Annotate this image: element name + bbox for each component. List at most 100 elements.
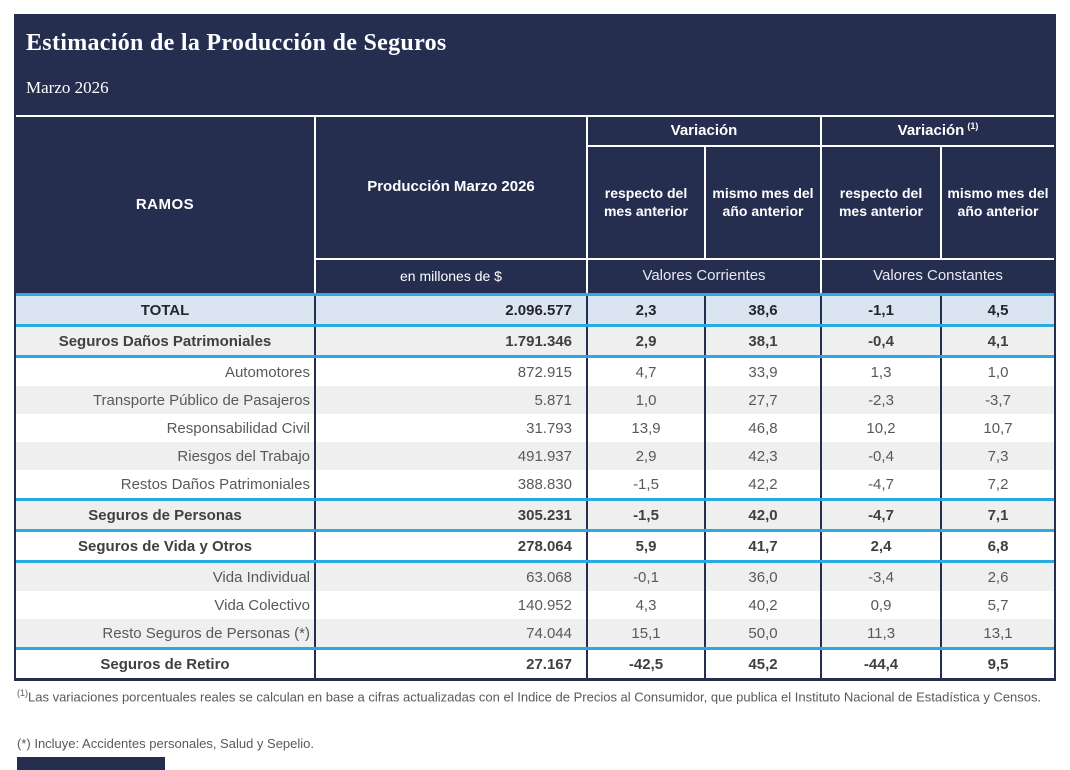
var-constante-anio: 9,5: [940, 650, 1054, 678]
produccion-value: 305.231: [314, 501, 586, 529]
unit-header: en millones de $: [314, 258, 586, 293]
var-corriente-anio: 50,0: [704, 619, 820, 647]
var-constante-mes: -2,3: [820, 386, 940, 414]
subheader-corrientes-mismo-mes: mismo mes del año anterior: [704, 145, 820, 258]
var-corriente-mes: 13,9: [586, 414, 704, 442]
insurance-production-table: Estimación de la Producción de Seguros M…: [14, 14, 1056, 681]
footnote-asterisk: (*) Incluye: Accidentes personales, Salu…: [17, 736, 315, 751]
table-body: TOTAL 2.096.577 2,3 38,6 -1,1 4,5 Seguro…: [16, 296, 1054, 678]
table-row-seguros-de-personas: Seguros de Personas 305.231 -1,5 42,0 -4…: [16, 501, 1054, 532]
page-subtitle: Marzo 2026: [26, 78, 109, 97]
row-label: TOTAL: [140, 301, 190, 319]
table-row-restos-danos-patrimoniales: Restos Daños Patrimoniales 388.830 -1,5 …: [16, 470, 1054, 501]
var-corriente-anio: 38,6: [704, 296, 820, 324]
group-header-variacion-constantes-label: Variación: [897, 121, 965, 139]
row-label: Transporte Público de Pasajeros: [92, 391, 310, 409]
table-row-seguros-danos-patrimoniales: Seguros Daños Patrimoniales 1.791.346 2,…: [16, 327, 1054, 358]
footer-bar: [17, 757, 165, 770]
table-row-total: TOTAL 2.096.577 2,3 38,6 -1,1 4,5: [16, 296, 1054, 327]
row-label: Automotores: [224, 363, 310, 381]
column-header-produccion: Producción Marzo 2026: [314, 117, 586, 258]
var-constante-mes: -1,1: [820, 296, 940, 324]
var-constante-anio: 5,7: [940, 591, 1054, 619]
var-corriente-mes: 1,0: [586, 386, 704, 414]
table-row-seguros-de-vida-y-otros: Seguros de Vida y Otros 278.064 5,9 41,7…: [16, 532, 1054, 563]
var-corriente-anio: 27,7: [704, 386, 820, 414]
produccion-value: 388.830: [314, 470, 586, 498]
produccion-value: 2.096.577: [314, 296, 586, 324]
var-corriente-anio: 33,9: [704, 358, 820, 386]
var-corriente-anio: 42,0: [704, 501, 820, 529]
table-row-transporte-publico: Transporte Público de Pasajeros 5.871 1,…: [16, 386, 1054, 414]
var-constante-anio: 2,6: [940, 563, 1054, 591]
footnote-ref-1: (1): [967, 121, 979, 132]
var-corriente-mes: 5,9: [586, 532, 704, 560]
var-constante-anio: 4,1: [940, 327, 1054, 355]
var-corriente-mes: -0,1: [586, 563, 704, 591]
var-corriente-anio: 41,7: [704, 532, 820, 560]
produccion-value: 140.952: [314, 591, 586, 619]
var-corriente-mes: -42,5: [586, 650, 704, 678]
produccion-value: 491.937: [314, 442, 586, 470]
table-row-vida-individual: Vida Individual 63.068 -0,1 36,0 -3,4 2,…: [16, 563, 1054, 591]
var-constante-mes: 2,4: [820, 532, 940, 560]
var-corriente-mes: 2,3: [586, 296, 704, 324]
page-title: Estimación de la Producción de Seguros: [26, 30, 447, 56]
var-corriente-mes: 2,9: [586, 327, 704, 355]
valores-constantes-header: Valores Constantes: [820, 258, 1054, 293]
var-constante-mes: 11,3: [820, 619, 940, 647]
var-constante-anio: 4,5: [940, 296, 1054, 324]
var-constante-anio: 10,7: [940, 414, 1054, 442]
var-corriente-mes: 15,1: [586, 619, 704, 647]
row-label: Responsabilidad Civil: [166, 419, 310, 437]
var-corriente-anio: 46,8: [704, 414, 820, 442]
var-corriente-mes: 4,7: [586, 358, 704, 386]
produccion-value: 27.167: [314, 650, 586, 678]
var-corriente-mes: 4,3: [586, 591, 704, 619]
var-constante-anio: 6,8: [940, 532, 1054, 560]
var-corriente-anio: 36,0: [704, 563, 820, 591]
footnote-1-ref: (1): [17, 688, 28, 698]
footnote-1-text: Las variaciones porcentuales reales se c…: [28, 689, 1042, 705]
produccion-value: 63.068: [314, 563, 586, 591]
row-label: Seguros Daños Patrimoniales: [58, 332, 272, 350]
var-corriente-mes: -1,5: [586, 470, 704, 498]
var-constante-anio: 7,1: [940, 501, 1054, 529]
var-constante-mes: -4,7: [820, 501, 940, 529]
subheader-corrientes-mes-anterior: respecto del mes anterior: [586, 145, 704, 258]
row-label: Seguros de Personas: [88, 506, 242, 524]
var-constante-mes: -3,4: [820, 563, 940, 591]
row-label: Vida Colectivo: [214, 596, 310, 614]
table-row-resto-seguros-de-personas: Resto Seguros de Personas (*) 74.044 15,…: [16, 619, 1054, 650]
produccion-value: 1.791.346: [314, 327, 586, 355]
column-header-ramos: RAMOS: [16, 117, 314, 293]
row-label: Vida Individual: [212, 568, 310, 586]
var-corriente-anio: 42,2: [704, 470, 820, 498]
var-constante-mes: 10,2: [820, 414, 940, 442]
subheader-constantes-mismo-mes: mismo mes del año anterior: [940, 145, 1054, 258]
var-constante-anio: 7,3: [940, 442, 1054, 470]
title-block: Estimación de la Producción de Seguros M…: [16, 16, 1054, 115]
footnote-1: (1)Las variaciones porcentuales reales s…: [17, 687, 1045, 707]
row-label: Restos Daños Patrimoniales: [120, 475, 310, 493]
var-constante-mes: 1,3: [820, 358, 940, 386]
var-corriente-anio: 45,2: [704, 650, 820, 678]
group-header-variacion-corrientes: Variación: [586, 117, 820, 145]
row-label: Seguros de Retiro: [100, 655, 230, 673]
var-corriente-anio: 42,3: [704, 442, 820, 470]
row-label: Resto Seguros de Personas (*): [102, 624, 310, 642]
subheader-constantes-mes-anterior: respecto del mes anterior: [820, 145, 940, 258]
var-constante-anio: 13,1: [940, 619, 1054, 647]
table-row-riesgos-del-trabajo: Riesgos del Trabajo 491.937 2,9 42,3 -0,…: [16, 442, 1054, 470]
table-row-responsabilidad-civil: Responsabilidad Civil 31.793 13,9 46,8 1…: [16, 414, 1054, 442]
var-constante-mes: -44,4: [820, 650, 940, 678]
produccion-value: 872.915: [314, 358, 586, 386]
var-corriente-anio: 38,1: [704, 327, 820, 355]
row-label: Seguros de Vida y Otros: [78, 537, 252, 555]
var-constante-mes: -4,7: [820, 470, 940, 498]
var-constante-mes: -0,4: [820, 327, 940, 355]
var-constante-mes: -0,4: [820, 442, 940, 470]
table-row-seguros-de-retiro: Seguros de Retiro 27.167 -42,5 45,2 -44,…: [16, 650, 1054, 678]
table-row-vida-colectivo: Vida Colectivo 140.952 4,3 40,2 0,9 5,7: [16, 591, 1054, 619]
